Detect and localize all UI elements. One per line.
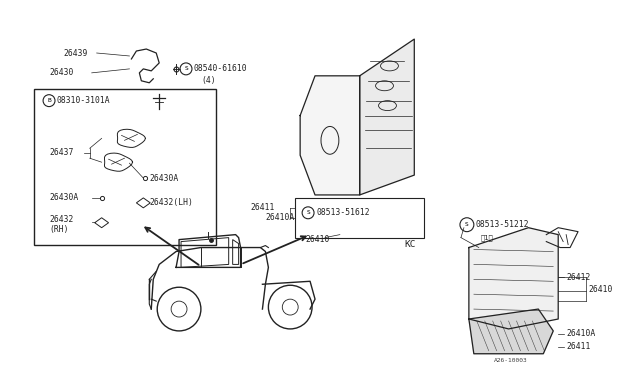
Text: 08540-61610: 08540-61610 [194,64,248,73]
Text: 08513-51612: 08513-51612 [316,208,370,217]
Text: 26432(LH): 26432(LH) [149,198,193,207]
Text: B: B [47,98,51,103]
Text: 26410: 26410 [305,235,330,244]
Text: 26439: 26439 [64,48,88,58]
Bar [295,198,424,238]
Text: 26430A: 26430A [49,193,78,202]
Text: 26430: 26430 [49,68,74,77]
Text: 26412: 26412 [566,273,591,282]
Text: 26411: 26411 [250,203,275,212]
Text: 26410: 26410 [588,285,612,294]
Text: KC: KC [404,240,416,249]
Text: 26432: 26432 [49,215,74,224]
Text: S: S [465,222,468,227]
Text: (RH): (RH) [49,225,68,234]
Text: 26411: 26411 [566,342,591,351]
Text: 26410A: 26410A [266,213,294,222]
Text: (4): (4) [201,76,216,85]
Polygon shape [469,228,558,329]
Text: S: S [306,210,310,215]
Text: （1）: （1） [481,234,493,241]
Text: 08310-3101A: 08310-3101A [57,96,111,105]
Text: A26-10003: A26-10003 [493,358,527,363]
Text: 08513-51212: 08513-51212 [476,220,529,229]
Text: 26437: 26437 [49,148,74,157]
Text: 26410A: 26410A [566,329,595,339]
Polygon shape [300,76,360,195]
Bar [34,89,216,244]
Text: 26430A: 26430A [149,174,179,183]
Polygon shape [469,309,553,354]
Text: S: S [184,66,188,71]
Polygon shape [360,39,414,195]
